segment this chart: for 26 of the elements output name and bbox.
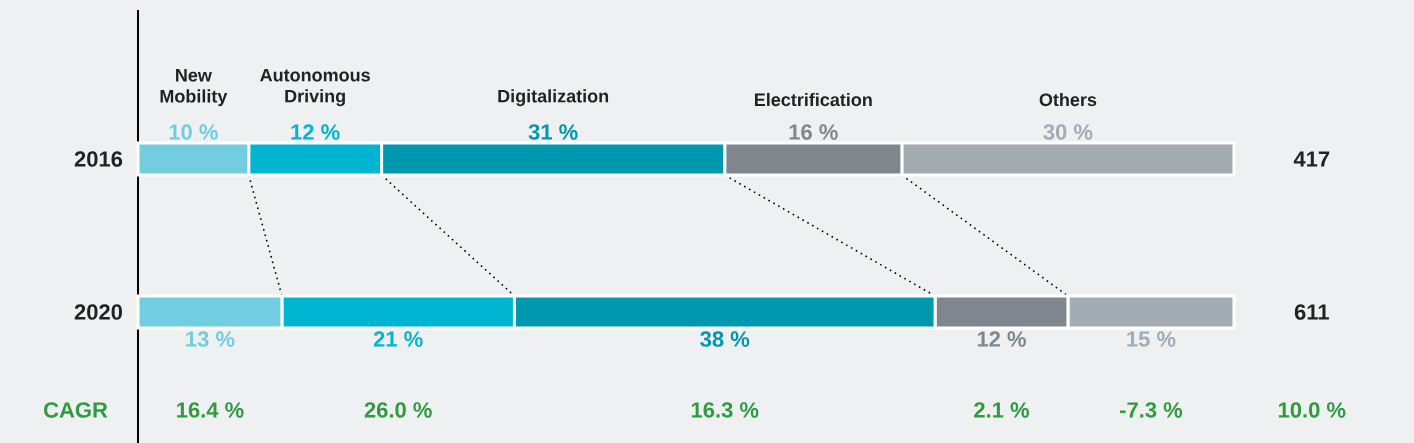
text: 611 — [1294, 304, 1329, 320]
text: Electrification — [754, 92, 872, 107]
data-label: 38 % — [700, 331, 750, 347]
y-tick-label: 2020 — [74, 304, 123, 320]
data-label: 12 % — [291, 124, 340, 140]
data-label: 15 % — [1127, 331, 1176, 347]
text: 10.0 % — [1278, 402, 1346, 418]
text: CAGR — [44, 402, 108, 418]
text: New Mobility — [160, 69, 228, 107]
data-label: 12 % — [977, 331, 1026, 347]
text: Autonomous Driving — [260, 68, 370, 107]
y-tick-label: 2016 — [74, 151, 123, 167]
text: Digitalization — [498, 89, 609, 107]
annotation: 16.4 % — [177, 402, 244, 418]
data-label: 16 % — [789, 124, 838, 140]
data-label: 21 % — [373, 331, 423, 347]
annotation: 2.1 % — [974, 402, 1030, 418]
annotation: 16.3 % — [691, 402, 759, 418]
data-label: 10 % — [169, 124, 218, 140]
data-label: 13 % — [186, 331, 235, 347]
text: 417 — [1293, 151, 1330, 167]
annotation: -7.3 % — [1120, 402, 1183, 418]
data-label: 30 % — [1043, 124, 1093, 140]
annotation: 26.0 % — [364, 402, 432, 418]
text: Others — [1039, 92, 1097, 107]
data-label: 31 % — [528, 124, 578, 140]
